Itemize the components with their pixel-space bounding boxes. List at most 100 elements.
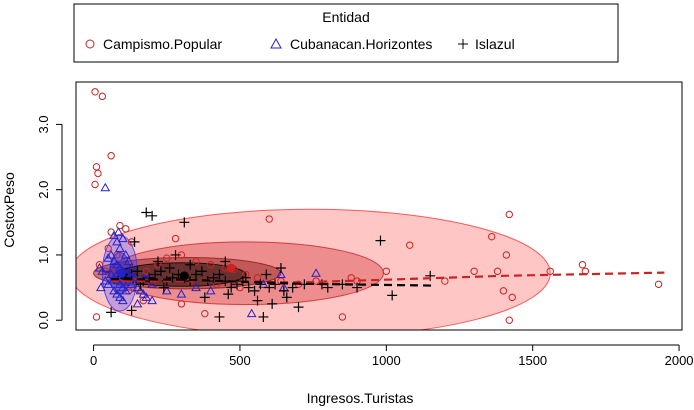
data-point-plus [152,256,163,267]
data-point-triangle [135,285,146,295]
data-point-circle [201,309,209,318]
y-axis-label: CostoxPeso [1,172,17,248]
data-point-plus [185,259,196,270]
data-point-triangle [147,279,157,288]
data-point-circle [94,169,102,178]
data-point-triangle [100,182,111,192]
data-point-circle [493,267,502,275]
data-point-triangle [138,289,149,298]
data-point-plus [179,217,190,228]
legend-plus-icon [458,39,468,49]
data-point-circle [107,152,115,160]
data-point-plus [126,305,137,316]
data-point-circle [546,267,554,275]
data-point-circle [382,267,391,275]
data-point-plus [132,266,143,277]
group-center-point [226,263,236,273]
x-tick-label: 500 [229,353,251,368]
data-point-triangle [161,285,172,295]
data-point-triangle [147,295,157,305]
data-point-plus [249,285,260,296]
data-point-plus [199,292,210,303]
data-point-plus [144,272,155,283]
data-point-plus [226,282,237,293]
data-point-circle [441,277,449,285]
data-point-triangle [115,279,125,288]
data-point-triangle [276,269,286,279]
data-point-plus [191,269,202,280]
data-point-plus [170,249,181,260]
data-point-circle [95,261,104,269]
data-point-triangle [112,259,122,269]
data-point-plus [196,266,207,277]
data-point-plus [106,307,117,318]
data-point-circle [505,316,513,324]
data-point-plus [214,269,225,280]
group-center-point [116,268,126,278]
data-point-triangle [123,256,134,265]
x-tick-label: 1000 [372,353,401,368]
x-tick-label: 1500 [518,353,547,368]
data-point-triangle [117,282,128,292]
data-point-circle [406,241,414,249]
fit-lines [102,263,665,287]
data-point-plus [167,272,178,283]
data-point-circle [177,300,186,308]
data-point-plus [223,289,234,300]
data-point-circle [98,92,107,101]
data-point-circle [488,232,496,241]
data-point-triangle [205,285,216,295]
data-point-circle [502,251,511,259]
data-point-circle [163,254,171,262]
data-point-triangle [109,285,119,295]
group-center-point [179,271,189,281]
confidence-ellipses [76,208,551,330]
fit-line [102,270,153,279]
data-point-plus [220,256,231,267]
data-point-circle [578,261,587,269]
data-point-circle [142,267,150,275]
x-axis-label: Ingresos.Turistas [307,390,414,406]
legend-box [73,3,619,63]
data-point-plus [352,282,363,293]
legend-label: Cubanacan.Horizontes [290,36,432,52]
data-point-triangle [96,282,106,292]
data-point-plus [267,298,278,309]
data-point-circle [122,225,130,233]
data-point-triangle [115,292,125,301]
data-point-triangle [120,249,131,259]
y-tick-label: 0.0 [36,311,51,329]
data-point-plus [208,272,219,283]
data-point-triangle [246,308,257,318]
data-point-triangle [126,279,137,288]
data-point-circle [171,234,180,243]
data-point-triangle [117,295,128,305]
plot-frame [75,81,683,331]
data-point-circle [499,287,508,295]
data-point-circle [508,293,516,302]
legend-title: Entidad [322,9,369,25]
data-point-plus [214,311,225,322]
fit-line [111,278,434,287]
data-point-plus [278,285,289,296]
data-point-circle [470,267,478,275]
data-point-triangle [100,276,111,285]
data-point-plus [150,269,161,280]
data-point-circle [192,257,200,266]
data-point-plus [270,279,281,290]
y-tick-label: 3.0 [36,115,51,133]
x-tick-label: 0 [90,353,97,368]
legend-triangle-icon [270,37,282,49]
data-point-triangle [117,233,128,243]
data-point-triangle [191,282,201,292]
data-point-plus [287,282,298,293]
data-point-plus [155,266,166,277]
data-point-plus [243,282,254,293]
data-point-triangle [176,289,187,298]
legend-label: Islazul [475,36,515,52]
y-axis: 0.0 1.0 2.0 3.0 [36,115,63,329]
data-point-plus [387,290,398,301]
data-point-plus [158,282,169,293]
y-tick-label: 1.0 [36,246,51,264]
